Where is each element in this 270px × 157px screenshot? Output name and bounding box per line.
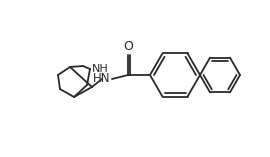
Text: HN: HN: [93, 71, 110, 84]
Text: O: O: [124, 40, 133, 53]
Text: NH: NH: [92, 64, 109, 74]
